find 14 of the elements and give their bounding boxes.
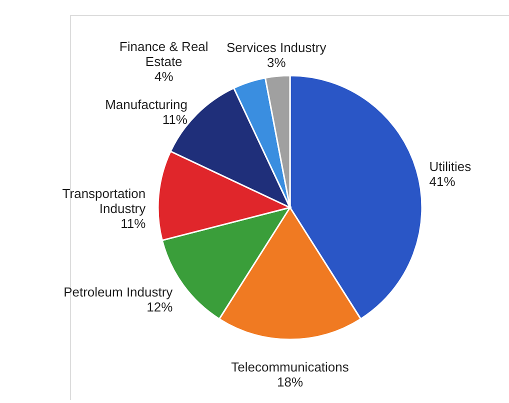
data-label: 41% [429, 174, 456, 190]
slice-label: Finance & Real Estate [119, 39, 208, 70]
slice-label: Utilities [429, 159, 472, 174]
data-label: 12% [146, 300, 174, 315]
slice-label: Telecommunications [231, 360, 350, 374]
data-label: 11% [120, 216, 146, 231]
data-label: 4% [154, 69, 174, 84]
slice-label: Transportation Industry [62, 186, 146, 216]
slice-label: Petroleum Industry [64, 284, 174, 300]
slice-label: Manufacturing [105, 96, 188, 112]
data-label: 11% [162, 112, 188, 127]
data-label: 3% [266, 55, 286, 70]
data-label: 18% [276, 374, 304, 390]
slice-label: Services Industry [226, 40, 327, 56]
